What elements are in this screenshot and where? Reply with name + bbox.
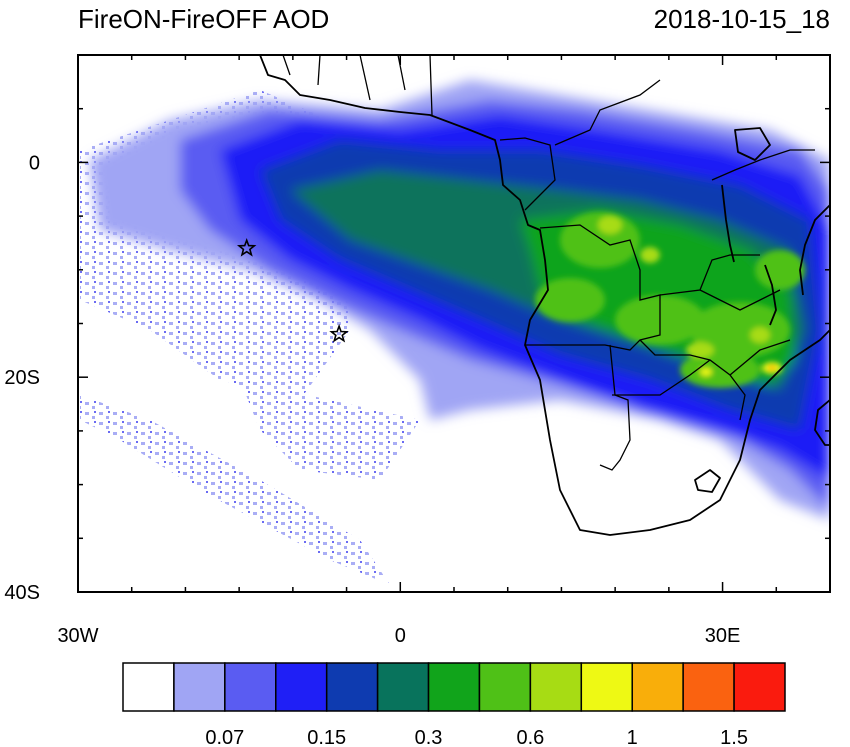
colorbar-bin: [631, 662, 684, 712]
aod-band-9: [700, 368, 712, 376]
colorbar-label: 0.3: [415, 727, 443, 747]
aod-band-8: [686, 342, 714, 358]
star-marker: [236, 238, 257, 257]
lake-malawi: [764, 264, 777, 326]
x-tick-label: 30E: [705, 625, 741, 647]
colorbar-bin: [682, 662, 735, 712]
y-tick-label: 20S: [4, 367, 40, 389]
x-tick-label: 30W: [57, 625, 98, 647]
aod-band-7: [755, 250, 805, 290]
lake-tanganyika: [721, 184, 735, 263]
aod-band-8: [640, 247, 660, 263]
y-tick-label: 0: [29, 152, 40, 174]
colorbar-label: 0.07: [205, 727, 244, 747]
colorbar-bin: [733, 662, 786, 712]
colorbar-bin: [275, 662, 328, 712]
coastlines: [259, 55, 830, 536]
africa-east-coastline: [799, 204, 830, 296]
x-tick-label: 0: [395, 625, 406, 647]
colorbar-bin: [376, 662, 430, 712]
colorbar-bin: [325, 662, 379, 712]
aod-band-8: [598, 216, 622, 234]
colorbar: 0.07 0.15 0.3 0.6 1 1.5: [122, 662, 786, 747]
colorbar-label: 1: [627, 727, 638, 747]
colorbar-bin: [122, 662, 175, 712]
axis-tick-labels: 30W 0 30E 0 20S 40S: [4, 152, 740, 647]
colorbar-label: 0.6: [516, 727, 544, 747]
aod-band-7: [690, 302, 790, 358]
map-timestamp: 2018-10-15_18: [654, 4, 830, 34]
country-borders: [282, 55, 815, 471]
aod-band-10: [768, 365, 776, 371]
colorbar-bin: [224, 662, 277, 712]
axis-ticks: [77, 54, 831, 593]
lesotho-border: [694, 469, 721, 493]
colorbar-label: 0.15: [307, 727, 346, 747]
y-tick-label: 40S: [4, 582, 40, 604]
map-title: FireON-FireOFF AOD: [78, 4, 329, 34]
map-frame: 30W 0 30E 0 20S 40S: [4, 54, 831, 647]
aod-band-7: [535, 278, 605, 322]
colorbar-bin: [173, 662, 226, 712]
colorbar-label: 1.5: [720, 727, 748, 747]
africa-coastline: [259, 55, 830, 536]
colorbar-bin: [580, 662, 633, 712]
aod-field: [78, 55, 830, 592]
site-markers: [236, 238, 349, 343]
star-marker: [329, 323, 349, 343]
madagascar-coastline: [814, 399, 830, 446]
colorbar-bin: [478, 662, 532, 712]
aod-band-8: [750, 327, 770, 343]
colorbar-bin: [427, 662, 481, 712]
aod-band-7: [680, 352, 760, 388]
lake-victoria: [734, 127, 771, 161]
colorbar-bin: [529, 662, 583, 712]
